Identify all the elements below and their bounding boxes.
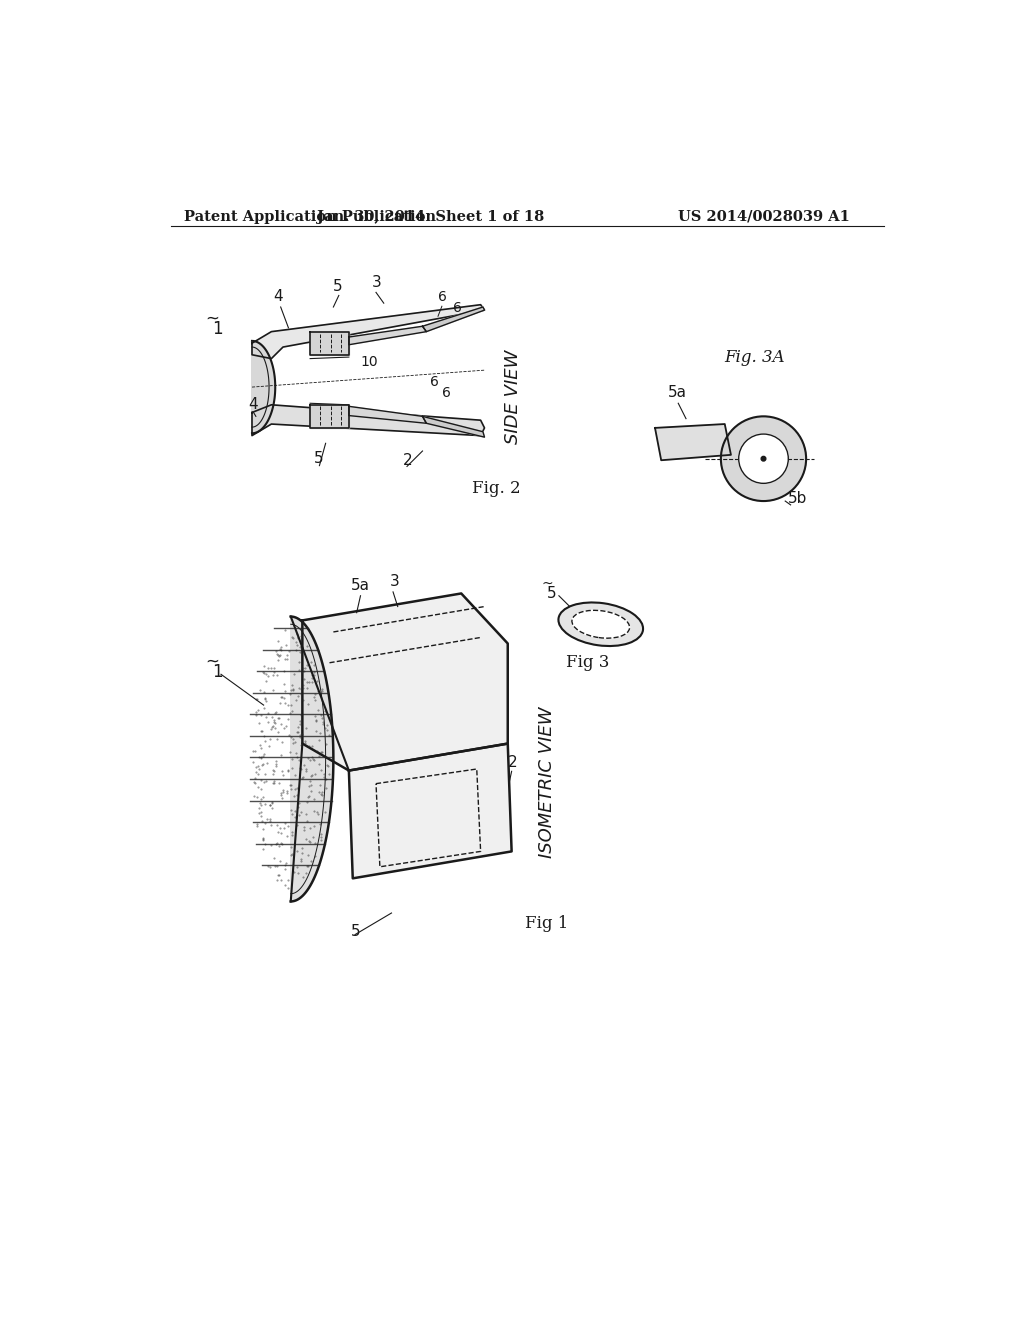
Polygon shape: [349, 743, 512, 878]
Polygon shape: [655, 424, 731, 461]
Polygon shape: [310, 331, 349, 355]
Text: 5: 5: [314, 450, 324, 466]
Polygon shape: [349, 407, 426, 424]
Polygon shape: [252, 341, 275, 436]
Text: ~: ~: [542, 577, 554, 591]
Text: Fig 3: Fig 3: [566, 653, 609, 671]
Text: 6: 6: [430, 375, 439, 388]
Ellipse shape: [558, 602, 643, 645]
Polygon shape: [252, 305, 484, 359]
Text: US 2014/0028039 A1: US 2014/0028039 A1: [678, 210, 850, 224]
Text: ~: ~: [206, 652, 219, 671]
Text: 4: 4: [248, 396, 258, 412]
Text: Patent Application Publication: Patent Application Publication: [183, 210, 436, 224]
Text: 5: 5: [351, 924, 360, 939]
Ellipse shape: [572, 610, 630, 638]
Text: 5a: 5a: [668, 385, 686, 400]
Polygon shape: [302, 594, 508, 771]
Polygon shape: [252, 405, 484, 436]
Polygon shape: [423, 308, 484, 331]
Text: 3: 3: [390, 574, 399, 589]
Text: 6: 6: [454, 301, 463, 315]
Text: 2: 2: [403, 453, 413, 467]
Polygon shape: [291, 616, 334, 902]
Text: Fig 1: Fig 1: [525, 915, 568, 932]
Text: 2: 2: [508, 755, 517, 770]
Text: SIDE VIEW: SIDE VIEW: [504, 350, 522, 445]
Text: 6: 6: [442, 387, 451, 400]
Text: Jan. 30, 2014  Sheet 1 of 18: Jan. 30, 2014 Sheet 1 of 18: [316, 210, 544, 224]
Text: 5: 5: [547, 586, 557, 601]
Circle shape: [721, 416, 806, 502]
Text: 1: 1: [212, 319, 222, 338]
Text: 4: 4: [273, 289, 284, 304]
Circle shape: [761, 457, 766, 461]
Polygon shape: [423, 416, 484, 437]
Polygon shape: [349, 326, 426, 345]
Text: 6: 6: [438, 290, 446, 304]
Text: 5a: 5a: [351, 578, 371, 593]
Text: 1: 1: [212, 664, 222, 681]
Text: Fig. 3A: Fig. 3A: [725, 350, 785, 367]
Text: Fig. 2: Fig. 2: [472, 480, 520, 498]
Text: 5: 5: [334, 279, 343, 294]
Text: 3: 3: [372, 275, 382, 290]
Circle shape: [738, 434, 788, 483]
Text: ISOMETRIC VIEW: ISOMETRIC VIEW: [538, 706, 555, 858]
Polygon shape: [310, 405, 349, 428]
Text: 5b: 5b: [788, 491, 808, 507]
Text: 10: 10: [360, 355, 378, 370]
Text: ~: ~: [206, 310, 219, 327]
